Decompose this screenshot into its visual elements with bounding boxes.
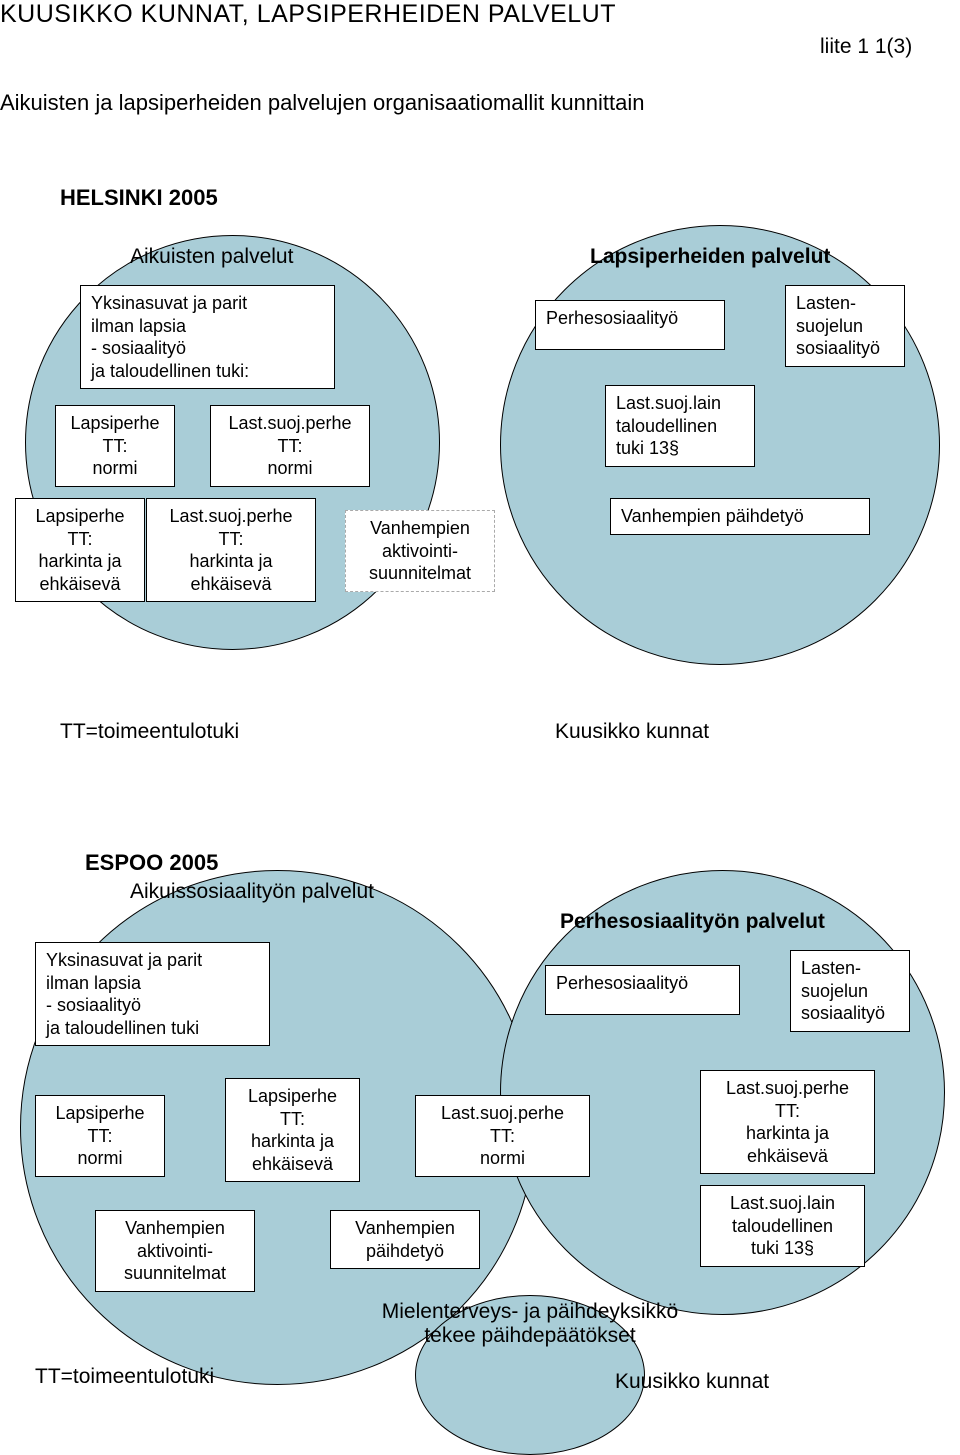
- espoo-lastsuoj-lain-box: Last.suoj.laintaloudellinentuki 13§: [700, 1185, 865, 1267]
- helsinki-vanh-paihde-box: Vanhempien päihdetyö: [610, 498, 870, 535]
- helsinki-lastensuoj-box: Lasten-suojelunsosiaalityö: [785, 285, 905, 367]
- espoo-lastsuojperhe-normi-box: Last.suoj.perheTT:normi: [415, 1095, 590, 1177]
- espoo-perhesos-box: Perhesosiaalityö: [545, 965, 740, 1015]
- espoo-lapsiperhe-hark-box: LapsiperheTT:harkinta jaehkäisevä: [225, 1078, 360, 1182]
- espoo-left-title: Aikuissosiaalityön palvelut: [130, 880, 374, 904]
- helsinki-tt-legend: TT=toimeentulotuki: [60, 720, 239, 744]
- helsinki-lapsiperhe-hark-box: LapsiperheTT:harkinta jaehkäisevä: [15, 498, 145, 602]
- espoo-kuusikko: Kuusikko kunnat: [615, 1370, 769, 1394]
- page-title: KUUSIKKO KUNNAT, LAPSIPERHEIDEN PALVELUT: [0, 0, 616, 29]
- espoo-right-title: Perhesosiaalityön palvelut: [560, 910, 825, 934]
- helsinki-lastsuojperhe-normi-box: Last.suoj.perheTT:normi: [210, 405, 370, 487]
- helsinki-kuusikko: Kuusikko kunnat: [555, 720, 709, 744]
- espoo-vanh-paihde-box: Vanhempienpäihdetyö: [330, 1210, 480, 1269]
- page-subtitle: Aikuisten ja lapsiperheiden palvelujen o…: [0, 90, 645, 116]
- espoo-lastensuoj-box: Lasten-suojelunsosiaalityö: [790, 950, 910, 1032]
- helsinki-lapsiperhe-normi-box: LapsiperheTT:normi: [55, 405, 175, 487]
- espoo-title: ESPOO 2005: [85, 850, 218, 876]
- espoo-miele-text: Mielenterveys- ja päihdeyksikkötekee päi…: [340, 1300, 720, 1348]
- espoo-yksinasuvat-box: Yksinasuvat ja paritilman lapsia- sosiaa…: [35, 942, 270, 1046]
- helsinki-right-title: Lapsiperheiden palvelut: [590, 245, 830, 269]
- helsinki-yksinasuvat-box: Yksinasuvat ja paritilman lapsia- sosiaa…: [80, 285, 335, 389]
- helsinki-title: HELSINKI 2005: [60, 185, 218, 211]
- helsinki-left-title: Aikuisten palvelut: [130, 245, 293, 269]
- espoo-lastsuojperhe-hark-box: Last.suoj.perheTT:harkinta jaehkäisevä: [700, 1070, 875, 1174]
- helsinki-vanh-aktiv-box: Vanhempienaktivointi-suunnitelmat: [345, 510, 495, 592]
- espoo-vanh-aktiv-box: Vanhempienaktivointi-suunnitelmat: [95, 1210, 255, 1292]
- page-liite: liite 1 1(3): [820, 35, 912, 59]
- helsinki-lastsuojperhe-hark-box: Last.suoj.perheTT:harkinta jaehkäisevä: [146, 498, 316, 602]
- helsinki-lastsuoj-lain-box: Last.suoj.laintaloudellinentuki 13§: [605, 385, 755, 467]
- espoo-lapsiperhe-normi-box: LapsiperheTT:normi: [35, 1095, 165, 1177]
- helsinki-perhesos-box: Perhesosiaalityö: [535, 300, 725, 350]
- espoo-tt-legend: TT=toimeentulotuki: [35, 1365, 214, 1389]
